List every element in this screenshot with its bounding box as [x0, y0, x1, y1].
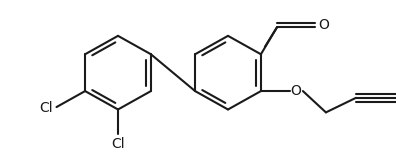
Text: Cl: Cl — [39, 101, 53, 115]
Text: Cl: Cl — [111, 137, 125, 151]
Text: O: O — [291, 84, 301, 98]
Text: O: O — [318, 18, 329, 32]
